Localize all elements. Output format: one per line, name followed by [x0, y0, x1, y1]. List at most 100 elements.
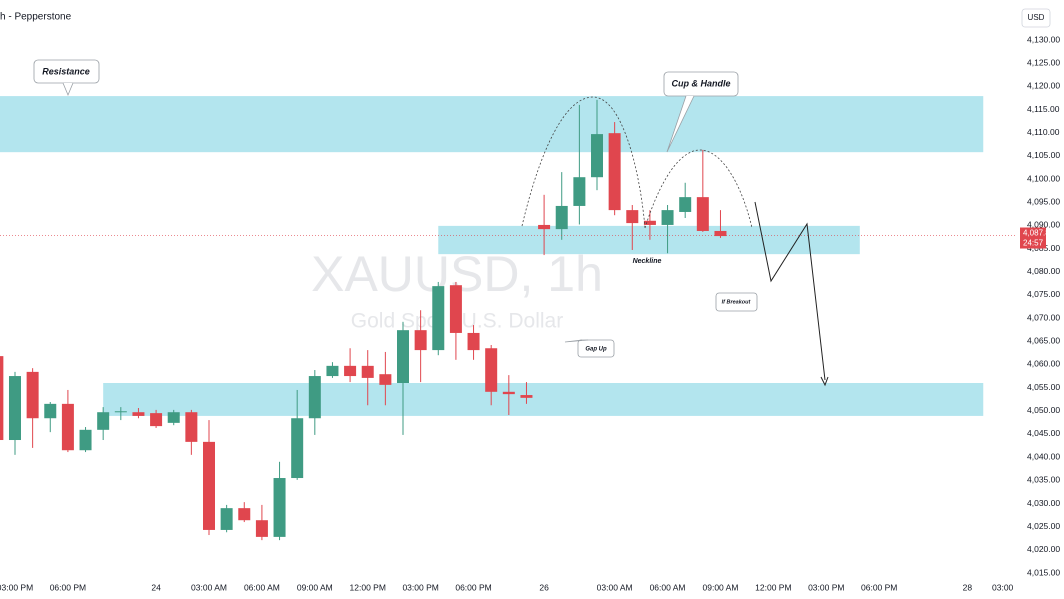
arrow-head	[820, 376, 829, 387]
candle-body	[555, 205, 568, 230]
candle-body	[132, 412, 145, 416]
candle-body	[167, 412, 180, 423]
x-tick-label: 06:00 AM	[650, 582, 686, 592]
source-label: h - Pepperstone	[0, 12, 72, 23]
y-tick-label: 4,060.00	[1027, 359, 1060, 369]
y-tick-label: 4,090.00	[1027, 220, 1060, 230]
candle-body	[220, 508, 233, 530]
y-tick-label: 4,075.00	[1027, 289, 1060, 299]
y-tick-label: 4,050.00	[1027, 405, 1060, 415]
x-tick-label: 12:00 PM	[755, 582, 791, 592]
candle-body	[326, 365, 339, 377]
y-tick-label: 4,025.00	[1027, 521, 1060, 531]
candle-body	[202, 441, 215, 530]
gap-callout	[577, 339, 615, 358]
callout-pointer	[62, 82, 74, 97]
candle-body	[61, 403, 74, 451]
candle-body	[502, 391, 515, 395]
callout-pointer	[666, 95, 695, 153]
y-tick-label: 4,045.00	[1027, 428, 1060, 438]
annotation: Neckline	[633, 258, 662, 265]
candle-body	[26, 371, 39, 419]
pattern-callout	[663, 71, 739, 97]
y-tick-label: 4,105.00	[1027, 150, 1060, 160]
annotation: If Breakout	[722, 299, 752, 305]
x-axis-band	[0, 580, 1064, 599]
zones	[0, 96, 984, 416]
x-tick-label: 28	[963, 582, 973, 592]
x-tick-label: 03:00 PM	[0, 582, 33, 592]
candle-body	[308, 376, 321, 419]
x-tick-label: 03:00 AM	[191, 582, 227, 592]
zone	[438, 225, 860, 255]
candles	[0, 99, 1015, 541]
y-tick-label: 4,015.00	[1027, 567, 1060, 577]
currency-box[interactable]	[1021, 8, 1051, 28]
x-tick-label: 26	[539, 582, 549, 592]
candle-body	[291, 418, 304, 479]
y-tick-label: 4,095.00	[1027, 196, 1060, 206]
x-tick-label: 09:00 AM	[703, 582, 739, 592]
candle-body	[520, 395, 533, 398]
candle-body	[238, 508, 251, 521]
candle-body	[485, 348, 498, 392]
last-price-label: 4,087.82	[1023, 229, 1055, 238]
candle-body	[379, 374, 392, 385]
candle-body	[44, 403, 57, 419]
currency-label: USD	[1028, 13, 1045, 22]
candle-body	[255, 520, 268, 537]
callout-pointer	[564, 339, 589, 343]
y-axis-band	[1015, 30, 1064, 580]
y-tick-label: 4,020.00	[1027, 544, 1060, 554]
zone	[0, 96, 984, 153]
candle-body	[714, 230, 727, 237]
y-tick-label: 4,035.00	[1027, 475, 1060, 485]
axes: 4,015.00 4,020.00 4,025.00 4,030.00 4,035.00…	[0, 30, 1064, 599]
candle-body	[150, 413, 163, 427]
x-tick-label: 06:00 AM	[244, 582, 280, 592]
candle-body	[432, 286, 445, 351]
handle-arc	[644, 149, 753, 229]
candle-body	[449, 285, 462, 333]
cup-arc	[521, 96, 646, 229]
candle-body	[591, 134, 604, 178]
y-tick-label: 4,100.00	[1027, 173, 1060, 183]
y-tick-label: 4,115.00	[1027, 104, 1060, 114]
projection-arrow	[754, 201, 826, 381]
candle-body	[626, 210, 639, 224]
x-tick-label: 06:00 PM	[861, 582, 897, 592]
y-tick-label: 4,080.00	[1027, 266, 1060, 276]
candle-body	[573, 177, 586, 206]
y-tick-label: 4,030.00	[1027, 498, 1060, 508]
candle-body	[679, 197, 692, 212]
candle-body	[361, 365, 374, 378]
candle-body	[8, 376, 21, 441]
zone	[103, 383, 984, 416]
candle-body	[114, 411, 127, 413]
last-price-tag	[1020, 227, 1046, 249]
y-tick-label: 4,125.00	[1027, 57, 1060, 67]
y-tick-label: 4,120.00	[1027, 81, 1060, 91]
y-tick-label: 4,040.00	[1027, 451, 1060, 461]
y-tick-label: 4,110.00	[1027, 127, 1060, 137]
x-tick-label: 03:00 AM	[597, 582, 633, 592]
candle-body	[608, 133, 621, 211]
candle-body	[273, 478, 286, 537]
x-tick-label: 06:00 PM	[455, 582, 491, 592]
y-tick-label: 4,130.00	[1027, 34, 1060, 44]
candle-body	[643, 220, 656, 225]
candle-body	[0, 356, 4, 441]
y-tick-label: 4,070.00	[1027, 312, 1060, 322]
candle-body	[397, 330, 410, 384]
x-tick-label: 03:00 PM	[402, 582, 438, 592]
annotation: Resistance	[42, 66, 90, 76]
candle-body	[344, 365, 357, 377]
x-tick-label: 06:00 PM	[50, 582, 86, 592]
annotation: Cup & Handle	[671, 78, 730, 88]
candle-body	[661, 210, 674, 225]
candle-body	[538, 224, 551, 230]
x-tick-label: 03:00 PM	[808, 582, 844, 592]
x-tick-label: 24	[151, 582, 161, 592]
candle-body	[185, 412, 198, 442]
